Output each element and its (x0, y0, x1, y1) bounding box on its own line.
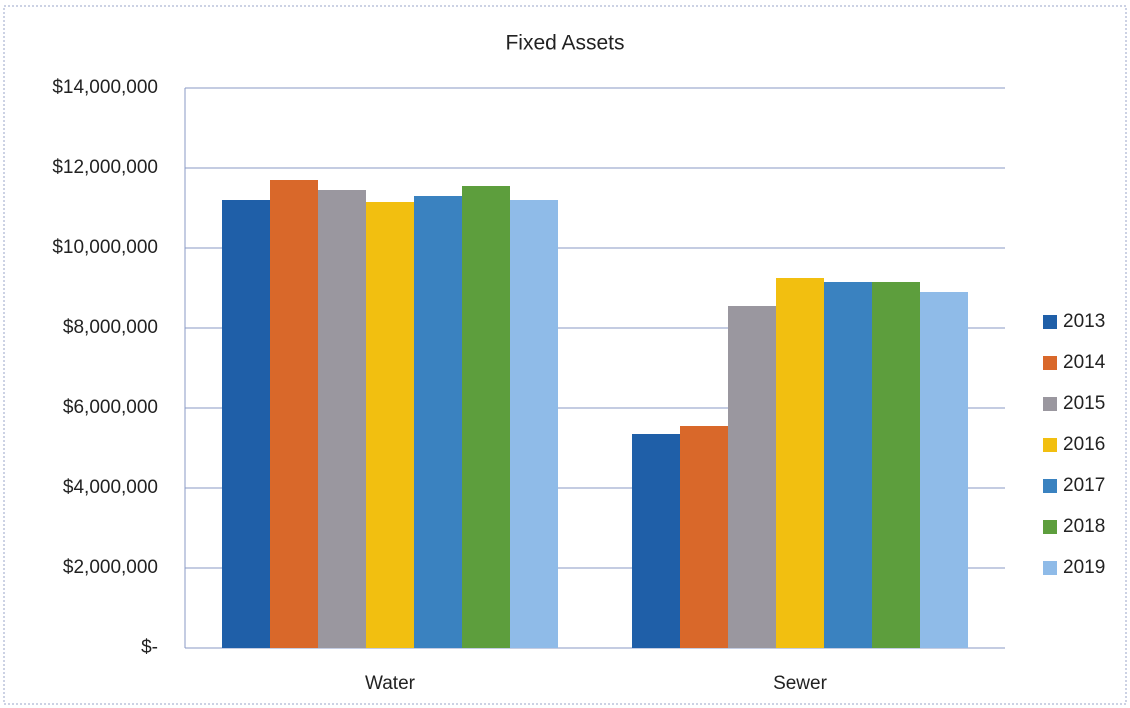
y-tick-label: $6,000,000 (63, 397, 158, 418)
bar (414, 196, 462, 648)
legend-label: 2014 (1063, 352, 1106, 373)
legend-label: 2016 (1063, 434, 1105, 455)
bar (920, 292, 968, 648)
legend-label: 2017 (1063, 475, 1105, 496)
y-tick-label: $- (141, 637, 158, 658)
bar (776, 278, 824, 648)
bar (824, 282, 872, 648)
y-tick-label: $2,000,000 (63, 557, 158, 578)
legend-swatch (1043, 479, 1057, 493)
legend-label: 2018 (1063, 516, 1105, 537)
chart-title: Fixed Assets (505, 32, 624, 55)
bar (728, 306, 776, 648)
bar (270, 180, 318, 648)
legend-swatch (1043, 397, 1057, 411)
legend-swatch (1043, 356, 1057, 370)
bar (510, 200, 558, 648)
y-tick-label: $14,000,000 (52, 77, 158, 98)
legend-swatch (1043, 520, 1057, 534)
bar (632, 434, 680, 648)
y-tick-label: $4,000,000 (63, 477, 158, 498)
bar (318, 190, 366, 648)
bar (680, 426, 728, 648)
bar (872, 282, 920, 648)
x-tick-label: Sewer (773, 673, 828, 694)
y-tick-label: $10,000,000 (52, 237, 158, 258)
y-tick-label: $12,000,000 (52, 157, 158, 178)
legend-swatch (1043, 438, 1057, 452)
y-tick-label: $8,000,000 (63, 317, 158, 338)
bar (222, 200, 270, 648)
bar (366, 202, 414, 648)
legend-label: 2019 (1063, 557, 1105, 578)
legend-swatch (1043, 561, 1057, 575)
chart-border (3, 5, 1127, 705)
bar (462, 186, 510, 648)
legend-label: 2013 (1063, 311, 1105, 332)
x-tick-label: Water (365, 673, 416, 694)
legend-label: 2015 (1063, 393, 1105, 414)
legend-swatch (1043, 315, 1057, 329)
